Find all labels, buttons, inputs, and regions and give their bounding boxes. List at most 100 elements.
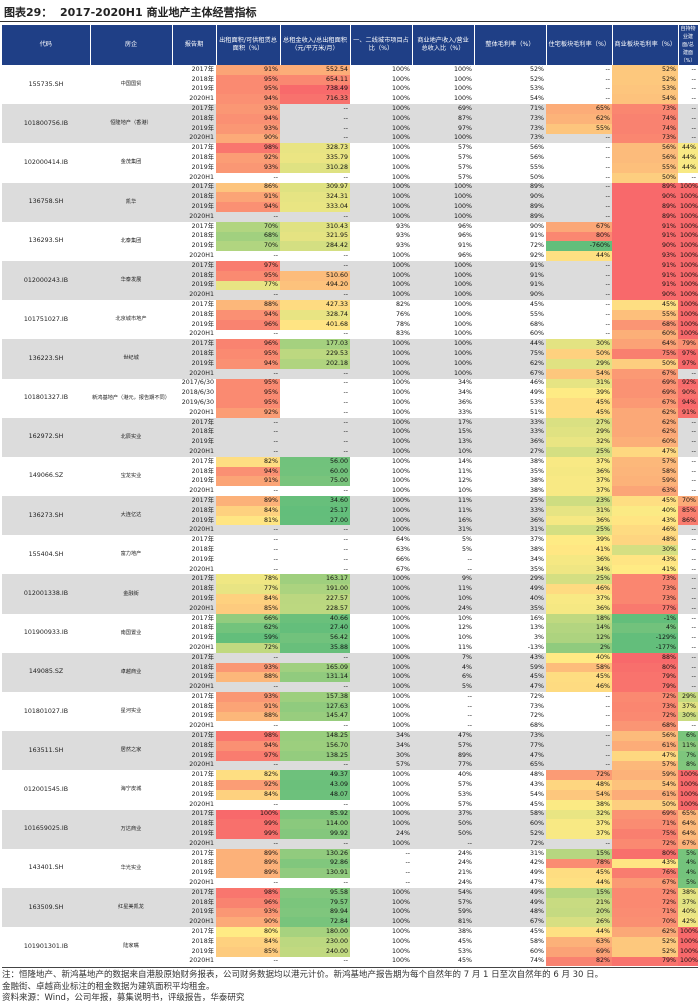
metric-cell: 54%: [612, 94, 678, 105]
metric-cell: 89%: [612, 211, 678, 222]
company-name: 海宁皮城: [120, 786, 142, 793]
report-period: 2020H1: [189, 722, 214, 730]
metric-cell: 77%: [530, 741, 544, 749]
table-row: 101751027.IB 北京城市地产 2017年 88% 427.33 82% 100% 4…: [2, 300, 698, 323]
report-period: 2020H1: [189, 957, 214, 965]
report-period: 2017年: [191, 144, 214, 152]
metric-cell: 67%: [396, 565, 410, 573]
metric-cell: 31%: [546, 378, 612, 389]
metric-cell: 88%: [612, 652, 678, 663]
report-period: 2019年: [191, 281, 214, 289]
metric-cell: 100%: [391, 85, 410, 93]
metric-cell: 100%: [391, 428, 410, 436]
metric-cell: 10%: [458, 614, 472, 622]
metric-cell: --: [605, 163, 610, 171]
metric-cell: 90%: [530, 222, 544, 230]
metric-cell: 13%: [458, 438, 472, 446]
metric-cell: 37%: [546, 486, 612, 497]
table-row: 2020H1 -- -- 100% 10% 38% 37% 63% --: [2, 486, 698, 497]
metric-cell: 96%: [216, 897, 280, 908]
metric-cell: 100%: [453, 301, 472, 309]
metric-cell: 45%: [612, 496, 678, 506]
metric-cell: 85.92: [280, 809, 350, 820]
metric-cell: 100%: [391, 634, 410, 642]
metric-cell: 100%: [391, 810, 410, 818]
metric-cell: 5%: [678, 848, 698, 859]
metric-cell: 191.00: [280, 584, 350, 595]
metric-cell: 96%: [216, 339, 280, 350]
metric-cell: 100%: [453, 261, 472, 269]
report-period: 2018年: [191, 898, 214, 906]
metric-cell: 91%: [612, 260, 678, 271]
metric-cell: 60%: [612, 329, 678, 340]
table-row: 2020H1 -- -- 100% -- 68% -- 68% --: [2, 721, 698, 732]
metric-cell: --: [405, 859, 410, 867]
metric-cell: 52%: [612, 65, 678, 75]
metric-cell: 47%: [458, 732, 472, 740]
report-period: 2018年: [191, 154, 214, 162]
metric-cell: 81%: [216, 515, 280, 526]
metric-cell: 100%: [678, 936, 698, 947]
table-row: 2020H1 90% -- 100% 100% 73% -- 73% --: [2, 133, 698, 144]
metric-cell: 100%: [453, 369, 472, 377]
metric-cell: 85%: [678, 505, 698, 516]
company-name: 宝龙实业: [120, 472, 142, 479]
metric-cell: --: [343, 398, 348, 406]
metric-cell: 100%: [391, 105, 410, 113]
metric-cell: 50%: [612, 799, 678, 810]
company-code: 143401.SH: [28, 864, 64, 872]
metric-cell: 46%: [530, 379, 544, 387]
metric-cell: 25.17: [280, 505, 350, 516]
metric-cell: 43%: [530, 653, 544, 661]
report-period: 2018年: [191, 193, 214, 201]
report-period: 2017年: [191, 261, 214, 269]
metric-cell: 92%: [216, 153, 280, 163]
report-period: 2020H1: [189, 95, 214, 103]
table-row: 2019年 96% 401.68 78% 100% 68% -- 68% 100%: [2, 319, 698, 330]
metric-cell: 100%: [453, 193, 472, 201]
metric-cell: 29%: [546, 358, 612, 369]
metric-cell: 27%: [530, 447, 544, 455]
metric-cell: 63%: [546, 936, 612, 947]
metric-cell: 65%: [678, 809, 698, 820]
report-period: 2017年: [191, 575, 214, 583]
company-group: 136273.SH 大连亿达 2017年 89% 34.60 100% 11% 25% 23% 4…: [2, 496, 698, 536]
metric-cell: 100%: [391, 928, 410, 936]
metric-cell: --: [605, 193, 610, 201]
figure-caption: 2017-2020H1 商业地产主体经营指标: [59, 6, 257, 19]
metric-cell: 65%: [530, 761, 544, 769]
table-row: 2019年 93% 310.28 100% 57% 55% -- 55% 44%: [2, 162, 698, 173]
report-period: 2018年: [191, 350, 214, 357]
metric-cell: 328.73: [280, 143, 350, 154]
metric-cell: --: [605, 330, 610, 338]
report-period: 2018年: [191, 467, 214, 475]
report-period: 2020H1: [189, 604, 214, 612]
metric-cell: 60.00: [280, 466, 350, 477]
report-period: 2017年: [191, 105, 214, 113]
metric-cell: 100%: [391, 908, 410, 916]
metric-cell: 62%: [216, 623, 280, 634]
metric-cell: 229.53: [280, 349, 350, 359]
metric-cell: 44%: [678, 143, 698, 154]
table-row: 2019年 59% 56.42 100% 10% 3% 12% -129% --: [2, 633, 698, 644]
metric-cell: 72%: [530, 839, 544, 847]
company-code: 102000414.IB: [23, 158, 69, 166]
company-name: 新鸿基地产（港元，报告期不同）: [92, 394, 170, 401]
report-period: 2019年: [191, 830, 214, 838]
metric-cell: 48.07: [280, 789, 350, 800]
metric-cell: 100%: [391, 467, 410, 475]
metric-cell: 11%: [678, 740, 698, 751]
metric-cell: 333.04: [280, 202, 350, 212]
metric-cell: 100%: [453, 359, 472, 367]
metric-cell: 100%: [453, 350, 472, 357]
metric-cell: 100%: [391, 947, 410, 955]
metric-cell: --: [343, 105, 348, 113]
table-header: 代码 房企 报告期 出租面积/可供租赁总面积（%） 总租金收入/总出租面积（元/平方米/…: [2, 25, 699, 65]
metric-cell: 89%: [612, 182, 678, 193]
company-name: 北泰集团: [120, 237, 142, 244]
metric-cell: --: [273, 879, 278, 887]
company-name: 北京城市地产: [115, 316, 147, 323]
report-period: 2018年: [191, 271, 214, 279]
metric-cell: --: [605, 212, 610, 220]
metric-cell: 73%: [612, 584, 678, 595]
